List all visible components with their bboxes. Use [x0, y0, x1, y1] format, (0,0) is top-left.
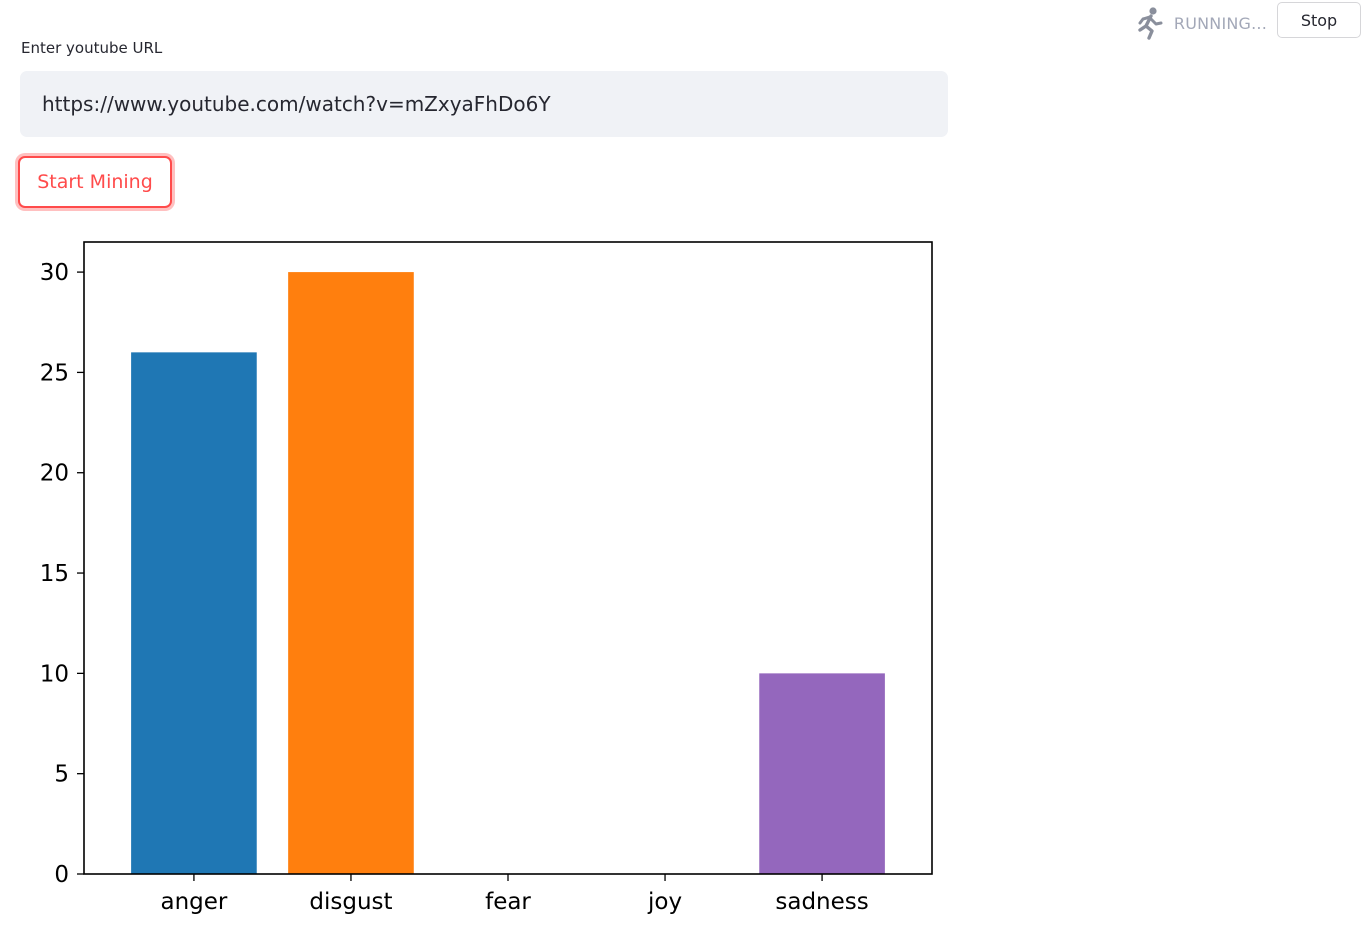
y-tick-label-10: 10: [40, 661, 69, 687]
y-tick-label-5: 5: [54, 762, 69, 788]
x-tick-label-joy: joy: [647, 889, 682, 915]
y-axis: 0 5 10 15 20 25 30: [40, 260, 84, 888]
plot-frame: [83, 241, 933, 875]
y-tick-label-0: 0: [54, 862, 69, 888]
running-man-icon: [1138, 7, 1163, 40]
x-tick-label-sadness: sadness: [775, 889, 868, 915]
url-label: Enter youtube URL: [21, 39, 163, 57]
y-tick-label-25: 25: [40, 360, 69, 386]
y-tick-label-20: 20: [40, 461, 69, 487]
x-axis: anger disgust fear joy sadness: [160, 874, 869, 915]
stop-button[interactable]: Stop: [1277, 2, 1361, 38]
bars-layer: [131, 272, 885, 875]
x-tick-label-fear: fear: [485, 889, 531, 915]
running-indicator: RUNNING...: [1136, 6, 1267, 40]
running-label: RUNNING...: [1173, 13, 1267, 33]
bar-sadness: [759, 673, 885, 874]
bar-disgust: [288, 272, 414, 875]
y-tick-label-30: 30: [40, 260, 69, 286]
x-tick-label-anger: anger: [160, 889, 227, 915]
youtube-url-input[interactable]: [20, 71, 948, 137]
y-tick-label-15: 15: [40, 561, 69, 587]
status-bar: RUNNING... Stop: [1136, 2, 1361, 42]
x-tick-label-disgust: disgust: [309, 889, 392, 915]
emotion-bar-chart: 0 5 10 15 20 25 30 anger disgust fear joy sadness: [40, 241, 933, 915]
bar-anger: [131, 352, 257, 874]
start-mining-button[interactable]: Start Mining: [18, 156, 172, 208]
